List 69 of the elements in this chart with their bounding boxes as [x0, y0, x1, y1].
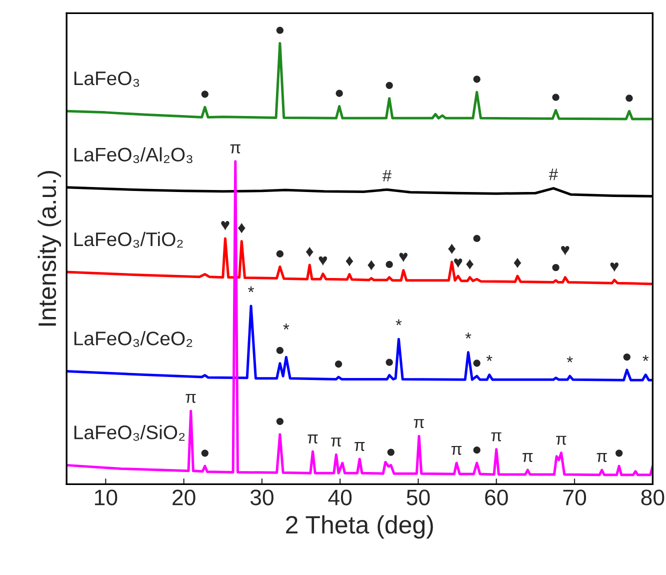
- annotation: π: [186, 394, 196, 403]
- annotation: ♦: [238, 223, 246, 234]
- annotation: ●: [473, 360, 480, 367]
- annotation: ●: [473, 76, 480, 83]
- annotation: #: [382, 170, 392, 182]
- x-axis-title: 2 Theta (deg): [286, 515, 433, 539]
- annotation: ●: [386, 82, 393, 90]
- annotation: *: [566, 356, 573, 362]
- annotation: ●: [623, 353, 630, 361]
- annotation: ♦: [466, 259, 474, 270]
- annotation: ●: [276, 346, 284, 354]
- series-label: LaFeO₃/TiO₂: [74, 232, 183, 248]
- annotation: π: [354, 442, 365, 451]
- annotation: ♦: [306, 246, 314, 258]
- annotation: ♦: [448, 244, 456, 254]
- annotation: π: [451, 446, 462, 455]
- annotation: ♦: [346, 256, 354, 266]
- annotation: ●: [201, 90, 208, 98]
- y-axis-title: Intensity (a.u.): [38, 171, 62, 326]
- annotation: π: [522, 453, 533, 462]
- x-tick-label: 40: [328, 490, 352, 506]
- x-tick-label: 20: [172, 490, 196, 506]
- x-tick-label: 50: [406, 490, 430, 506]
- annotation: #: [548, 168, 558, 180]
- series-label: LaFeO₃/CeO₂: [74, 331, 192, 347]
- series-label: LaFeO₃: [74, 71, 140, 87]
- annotation: ●: [276, 250, 284, 258]
- annotation: ●: [473, 234, 480, 242]
- annotation: π: [556, 436, 566, 445]
- x-tick-label: 80: [641, 490, 664, 506]
- annotation: ●: [201, 450, 208, 457]
- annotation: ♥: [399, 252, 408, 262]
- annotation: π: [230, 144, 240, 154]
- annotation: ●: [276, 418, 284, 426]
- x-tick-label: 70: [563, 490, 586, 506]
- annotation: ●: [276, 26, 284, 34]
- annotation: ●: [336, 90, 343, 97]
- annotation: ♦: [368, 260, 376, 270]
- annotation: π: [414, 419, 424, 428]
- x-tick-label: 10: [95, 490, 118, 506]
- annotation: ●: [552, 94, 560, 101]
- annotation: *: [283, 324, 290, 330]
- x-tick-label: 60: [485, 490, 508, 506]
- annotation: ♥: [221, 221, 230, 231]
- annotation: *: [396, 319, 402, 326]
- annotation: *: [486, 355, 492, 361]
- annotation: ●: [473, 446, 480, 454]
- annotation: *: [248, 286, 254, 292]
- series-label: LaFeO₃/Al₂O₃: [74, 147, 192, 164]
- series-label: LaFeO₃/SiO₂: [74, 425, 185, 441]
- annotation: *: [465, 332, 472, 339]
- annotation: ♦: [514, 258, 522, 268]
- annotation: ●: [387, 448, 394, 456]
- annotation: π: [491, 432, 502, 442]
- annotation: ♥: [561, 246, 570, 256]
- annotation: π: [308, 434, 318, 444]
- annotation: ●: [626, 94, 633, 102]
- annotation: ♥: [610, 262, 619, 272]
- annotation: *: [642, 355, 649, 361]
- annotation: ●: [386, 260, 393, 268]
- annotation: ●: [552, 264, 560, 272]
- annotation: ♥: [454, 258, 462, 268]
- annotation: ●: [334, 360, 342, 368]
- annotation: ●: [386, 358, 393, 366]
- annotation: π: [331, 438, 342, 447]
- x-tick-label: 30: [250, 490, 274, 506]
- annotation: ●: [615, 450, 623, 457]
- annotation: π: [596, 453, 607, 462]
- annotation: ♥: [318, 256, 328, 266]
